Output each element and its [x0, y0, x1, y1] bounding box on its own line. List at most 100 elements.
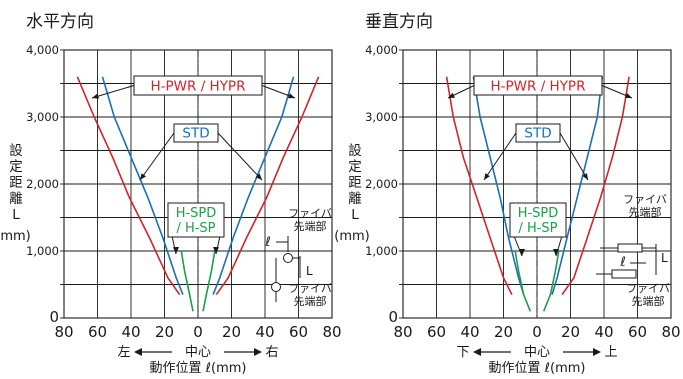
x-tick-label: 20 — [494, 323, 513, 341]
y-tick-label: 1,000 — [365, 244, 398, 258]
callout-line-std — [559, 132, 589, 181]
series-label-std: STD — [182, 126, 209, 142]
direction-left-label: 左 — [117, 345, 130, 360]
y-tick-label: 4,000 — [365, 43, 398, 57]
direction-center-label: 中心 — [185, 345, 211, 360]
y-axis-label-char: 定 — [9, 159, 23, 175]
callout-arrowhead-std — [140, 173, 146, 180]
series-label-box-std — [173, 123, 219, 143]
y-axis-label-char: 設 — [9, 143, 23, 159]
inset-fiber-bot-body — [611, 269, 637, 279]
series-label-box-spd — [509, 202, 567, 238]
series-label-pwr: H-PWR / HYPR — [491, 79, 586, 95]
series-line-std-right — [212, 76, 295, 295]
direction-left-label: 下 — [456, 345, 469, 360]
x-tick-label: 60 — [628, 323, 647, 341]
y-axis-label-char: 距 — [348, 175, 362, 191]
series-line-std-left — [101, 76, 184, 295]
series-label-box-std — [515, 123, 561, 143]
callout-line-std — [217, 132, 263, 181]
x-tick-label: 20 — [155, 323, 174, 341]
series-line-std-right — [551, 76, 604, 295]
y-axis-label-char: 設 — [348, 143, 362, 159]
series-line-std-left — [472, 76, 525, 295]
callout-arrowhead-spd — [173, 247, 179, 254]
arrow-left-head — [134, 348, 142, 356]
callout-arrowhead-spd — [519, 249, 525, 256]
x-tick-label: 40 — [594, 323, 613, 341]
callout-arrowhead-pwr — [625, 93, 632, 98]
callout-line-std — [483, 132, 517, 181]
chart-title: 水平方向 — [26, 12, 94, 32]
x-tick-label: 0 — [193, 323, 203, 341]
y-axis-unit: (mm) — [0, 229, 31, 244]
inset-fiber-top-body — [617, 243, 643, 253]
y-tick-label: 0 — [388, 308, 398, 326]
direction-right-label: 上 — [604, 345, 617, 360]
series-label-box-spd — [167, 202, 225, 238]
callout-arrowhead-spd — [213, 247, 219, 254]
series-label-spd-line1: H-SPD — [176, 206, 217, 221]
callout-arrowhead-std — [582, 173, 588, 180]
inset-fiber-top-label2: 先端部 — [294, 219, 327, 233]
x-tick-label: 60 — [88, 323, 107, 341]
y-tick-label: 2,000 — [365, 177, 398, 191]
arrow-right-head — [593, 348, 601, 356]
inset-fiber-bot-label2: 先端部 — [632, 294, 665, 308]
callout-arrowhead-pwr — [448, 92, 455, 98]
series-label-spd-line1: H-SPD — [518, 206, 559, 221]
inset-L-label: L — [306, 264, 313, 278]
x-tick-label: 40 — [121, 323, 140, 341]
y-axis-label-char: 離 — [348, 191, 362, 207]
series-line-spd-right — [202, 250, 216, 312]
arrow-left-head — [473, 348, 481, 356]
x-tick-label: 80 — [393, 323, 412, 341]
x-tick-label: 40 — [460, 323, 479, 341]
series-line-spd-left — [180, 250, 194, 312]
series-line-pwr-right — [561, 76, 630, 296]
x-tick-label: 0 — [532, 323, 542, 341]
x-tick-label: 60 — [427, 323, 446, 341]
series-line-pwr-left — [445, 76, 513, 295]
callout-line-std — [139, 132, 175, 181]
y-tick-label: 4,000 — [26, 43, 59, 57]
direction-right-label: 右 — [265, 345, 278, 360]
callout-arrowhead-pwr — [92, 93, 99, 99]
x-tick-label: 80 — [54, 323, 73, 341]
inset-fiber-bot-label2: 先端部 — [294, 294, 327, 308]
inset-fiber-top-label2: 先端部 — [629, 205, 662, 219]
x-tick-label: 80 — [661, 323, 680, 341]
series-label-std: STD — [524, 126, 551, 142]
series-label-pwr: H-PWR / HYPR — [151, 79, 246, 95]
callout-arrowhead-pwr — [288, 93, 295, 99]
inset-fiber-bot-head — [271, 282, 281, 292]
y-axis-label-char: 離 — [9, 191, 23, 207]
y-tick-label: 2,000 — [26, 177, 59, 191]
series-label-box-pwr — [133, 75, 263, 96]
x-tick-label: 20 — [561, 323, 580, 341]
y-axis-label-char: 距 — [9, 175, 23, 191]
direction-center-label: 中心 — [524, 345, 550, 360]
series-label-spd-line2: / H-SP — [518, 221, 557, 236]
series-label-box-pwr — [473, 75, 603, 96]
x-tick-label: 80 — [322, 323, 341, 341]
callout-arrowhead-spd — [553, 249, 559, 256]
arrow-right-head — [254, 348, 262, 356]
y-tick-label: 3,000 — [26, 110, 59, 124]
inset-L-label: L — [661, 251, 668, 265]
callout-line-pwr — [91, 85, 135, 99]
x-tick-label: 40 — [255, 323, 274, 341]
y-tick-label: 3,000 — [365, 110, 398, 124]
series-line-pwr-left — [76, 76, 181, 296]
inset-fiber-top-head — [283, 253, 293, 263]
series-label-spd-line2: / H-SP — [176, 221, 215, 236]
series-line-spd-left — [514, 250, 532, 312]
y-axis-label-char: L — [12, 207, 20, 223]
x-tick-label: 20 — [222, 323, 241, 341]
inset-ell-label: ℓ — [264, 235, 270, 250]
series-line-spd-right — [542, 250, 560, 312]
callout-arrowhead-std — [484, 173, 490, 180]
